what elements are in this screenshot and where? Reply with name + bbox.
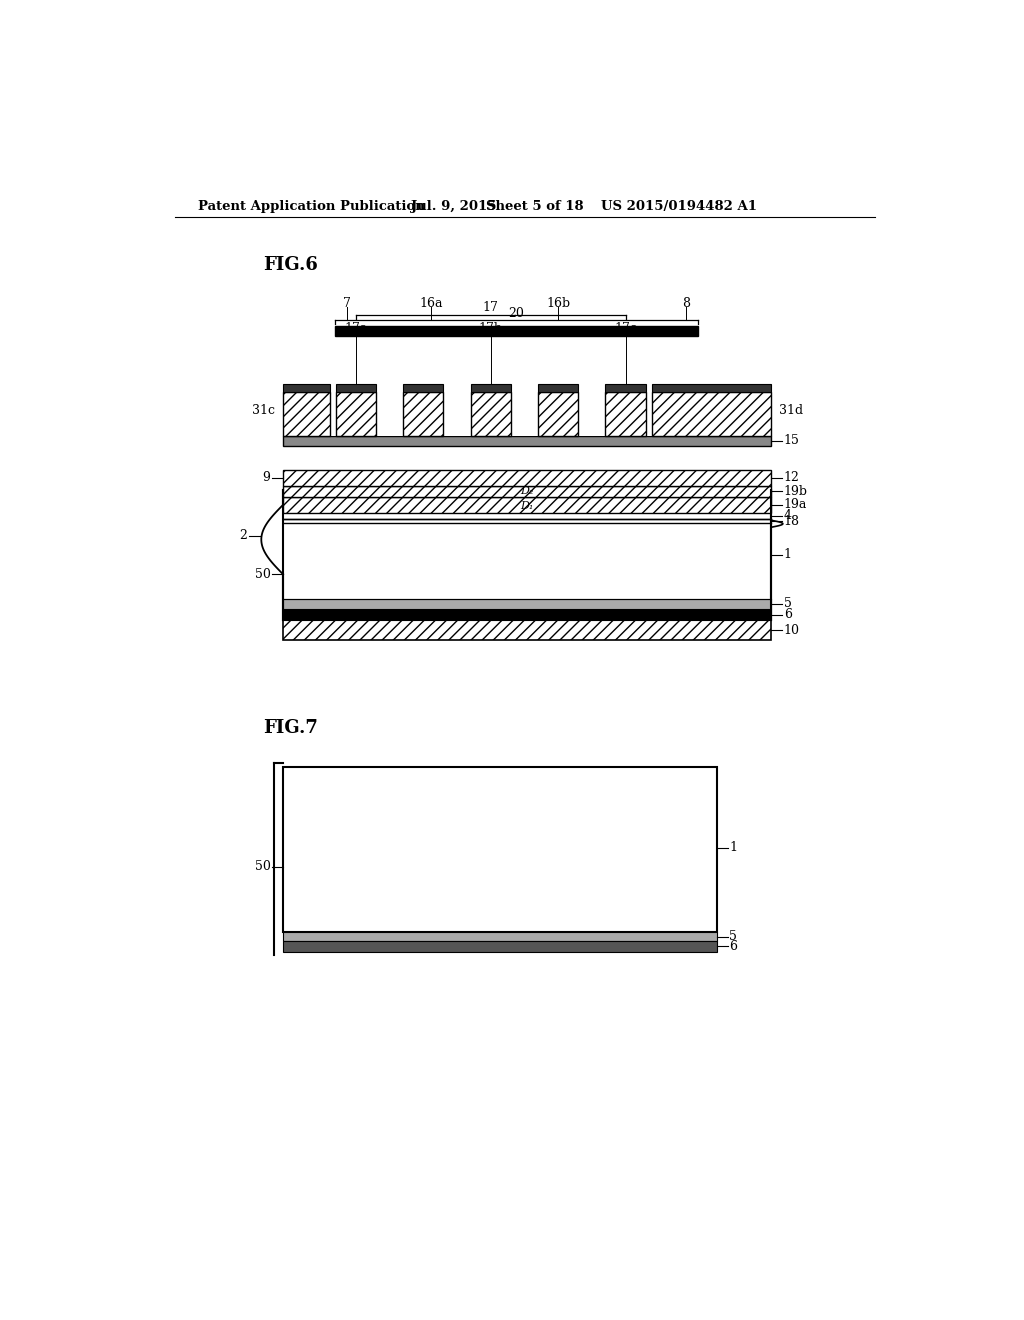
Text: 2: 2 (240, 529, 248, 543)
Bar (652, 392, 771, 436)
Text: FIG.6: FIG.6 (263, 256, 318, 273)
Text: 1: 1 (729, 841, 737, 854)
Bar (335, 326, 697, 335)
Bar (283, 490, 771, 620)
Bar (283, 384, 330, 392)
Text: 50: 50 (255, 861, 270, 874)
Bar (403, 384, 443, 392)
Bar (283, 599, 771, 609)
Text: 19a: 19a (783, 499, 807, 511)
Text: FIG.7: FIG.7 (263, 719, 318, 737)
Text: 15: 15 (783, 434, 800, 447)
Text: 16a: 16a (419, 297, 442, 310)
Text: 4: 4 (783, 510, 792, 523)
Text: 6: 6 (783, 609, 792, 622)
Bar (336, 392, 376, 436)
Text: Jul. 9, 2015: Jul. 9, 2015 (411, 199, 497, 213)
Bar (403, 392, 443, 436)
Text: 5: 5 (783, 598, 792, 610)
Text: 17c: 17c (614, 322, 637, 335)
Text: Patent Application Publication: Patent Application Publication (198, 199, 425, 213)
Text: Sheet 5 of 18: Sheet 5 of 18 (486, 199, 584, 213)
Bar (471, 384, 511, 392)
Bar (283, 941, 717, 952)
Text: 17b: 17b (478, 322, 503, 335)
Text: 16b: 16b (546, 297, 570, 310)
Bar (283, 392, 771, 436)
Text: 10: 10 (783, 623, 800, 636)
Text: US 2015/0194482 A1: US 2015/0194482 A1 (601, 199, 757, 213)
Text: D₂: D₂ (520, 487, 534, 496)
Bar (538, 392, 579, 436)
Text: 31d: 31d (779, 404, 803, 417)
Bar (283, 767, 717, 932)
Bar (605, 392, 646, 436)
Bar (336, 384, 376, 392)
Bar (605, 384, 646, 392)
Bar (283, 486, 771, 498)
Text: 8: 8 (682, 297, 690, 310)
Bar (283, 620, 771, 640)
Bar (283, 932, 717, 941)
Bar (283, 498, 771, 512)
Text: 7: 7 (343, 297, 350, 310)
Text: 17a: 17a (344, 322, 368, 335)
Text: 6: 6 (729, 940, 737, 953)
Text: D₁: D₁ (520, 502, 534, 511)
Bar (471, 392, 511, 436)
Bar (652, 384, 771, 392)
Text: 18: 18 (783, 515, 800, 528)
Bar (283, 392, 330, 436)
Text: 9: 9 (263, 471, 270, 484)
Text: 20: 20 (508, 308, 524, 321)
Text: 31c: 31c (252, 404, 275, 417)
Bar (283, 609, 771, 620)
Text: 50: 50 (255, 568, 270, 581)
Text: 12: 12 (783, 471, 800, 484)
Text: 17: 17 (482, 301, 499, 314)
Text: 19b: 19b (783, 484, 808, 498)
Bar (283, 470, 771, 486)
Text: 5: 5 (729, 931, 737, 944)
Text: 1: 1 (783, 548, 792, 561)
Bar (283, 436, 771, 446)
Bar (538, 384, 579, 392)
